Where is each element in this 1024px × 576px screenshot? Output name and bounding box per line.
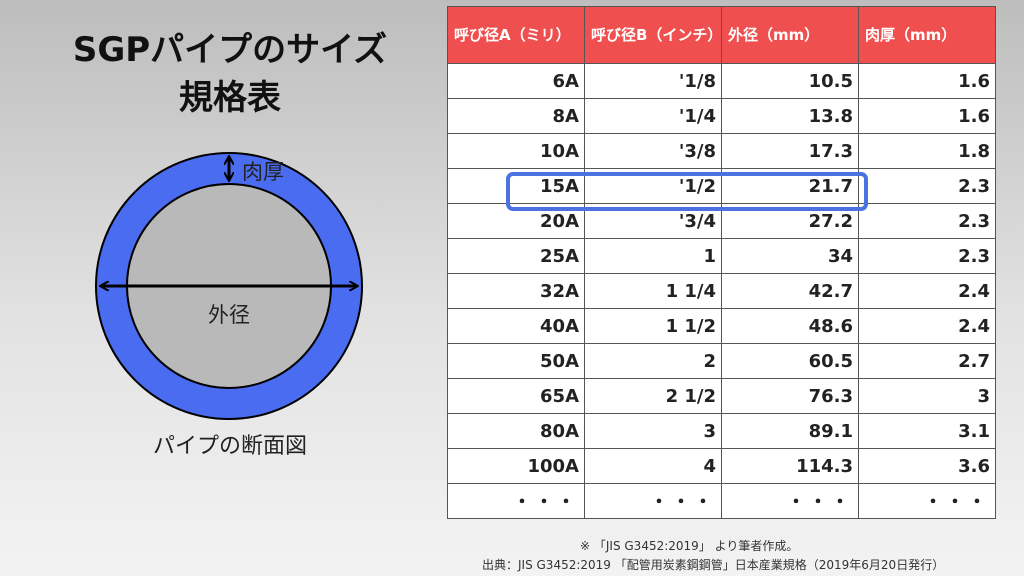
table-row: 65A 2 1/2 76.3 3 [447,378,996,414]
wall-thickness-cell: 3.1 [858,413,996,449]
thickness-label: 肉厚 [242,160,284,184]
page-title: SGPパイプのサイズ 規格表 [40,26,420,122]
nominal-a-cell: 40A [447,308,585,344]
nominal-b-cell: 4 [584,448,722,484]
header-wall-thickness: 肉厚（mm） [858,6,996,64]
wall-thickness-cell: 2.3 [858,203,996,239]
table-row: 32A 1 1/4 42.7 2.4 [447,273,996,309]
outer-diameter-cell: 60.5 [721,343,859,379]
table-row: 50A 2 60.5 2.7 [447,343,996,379]
nominal-b-cell: '3/8 [584,133,722,169]
table-row: 40A 1 1/2 48.6 2.4 [447,308,996,344]
wall-thickness-cell: 2.4 [858,273,996,309]
source-citation: 出典：JIS G3452:2019 「配管用炭素鋼鋼管」日本産業規格（2019年… [482,558,945,572]
nominal-a-cell: 50A [447,343,585,379]
wall-thickness-cell: 3.6 [858,448,996,484]
sgp-size-table: 呼び径A（ミリ） 呼び径B（インチ） 外径（mm） 肉厚（mm） 6A '1/8 1… [447,6,996,519]
nominal-a-cell: 32A [447,273,585,309]
nominal-a-cell: 65A [447,378,585,414]
header-nominal-a: 呼び径A（ミリ） [447,6,585,64]
table-header-row: 呼び径A（ミリ） 呼び径B（インチ） 外径（mm） 肉厚（mm） [447,6,996,64]
nominal-b-cell: 2 1/2 [584,378,722,414]
nominal-b-cell: 2 [584,343,722,379]
table-row: 100A 4 114.3 3.6 [447,448,996,484]
wall-thickness-cell: 2.3 [858,168,996,204]
table-row: 10A '3/8 17.3 1.8 [447,133,996,169]
outer-diameter-cell: 13.8 [721,98,859,134]
wall-thickness-cell: 3 [858,378,996,414]
nominal-b-cell: 1 1/4 [584,273,722,309]
wall-thickness-cell: 1.6 [858,63,996,99]
table-row: 25A 1 34 2.3 [447,238,996,274]
wall-thickness-cell: 1.6 [858,98,996,134]
nominal-a-cell: 80A [447,413,585,449]
nominal-b-cell: 1 1/2 [584,308,722,344]
wall-thickness-cell: 2.7 [858,343,996,379]
wall-thickness-cell: 2.4 [858,308,996,344]
table-row: 80A 3 89.1 3.1 [447,413,996,449]
outer-diameter-cell: 114.3 [721,448,859,484]
nominal-a-cell: 100A [447,448,585,484]
outer-diameter-cell: 34 [721,238,859,274]
outer-diameter-cell: 10.5 [721,63,859,99]
wall-thickness-cell: ・・・ [858,483,996,519]
pipe-cross-section-diagram: 肉厚 外径 [95,152,363,420]
nominal-b-cell: ・・・ [584,483,722,519]
wall-thickness-cell: 1.8 [858,133,996,169]
outer-diameter-cell: 89.1 [721,413,859,449]
highlight-box-15a [506,172,868,211]
header-nominal-b: 呼び径B（インチ） [584,6,722,64]
outer-diameter-cell: 76.3 [721,378,859,414]
header-outer-diameter: 外径（mm） [721,6,859,64]
diagram-caption: パイプの断面図 [152,434,307,459]
wall-thickness-cell: 2.3 [858,238,996,274]
nominal-b-cell: '1/4 [584,98,722,134]
nominal-a-cell: ・・・ [447,483,585,519]
outer-diameter-cell: 48.6 [721,308,859,344]
outer-diameter-label: 外径 [208,303,250,327]
nominal-a-cell: 10A [447,133,585,169]
outer-diameter-cell: 17.3 [721,133,859,169]
outer-diameter-cell: ・・・ [721,483,859,519]
nominal-a-cell: 25A [447,238,585,274]
title-line-2: 規格表 [179,78,281,118]
table-row: 6A '1/8 10.5 1.6 [447,63,996,99]
table-note: ※ 「JIS G3452:2019」 より筆者作成。 [580,539,799,553]
nominal-b-cell: 3 [584,413,722,449]
nominal-b-cell: 1 [584,238,722,274]
nominal-a-cell: 6A [447,63,585,99]
nominal-a-cell: 8A [447,98,585,134]
table-row: ・・・ ・・・ ・・・ ・・・ [447,483,996,519]
title-line-1: SGPパイプのサイズ [72,30,388,70]
outer-diameter-cell: 42.7 [721,273,859,309]
table-row: 8A '1/4 13.8 1.6 [447,98,996,134]
nominal-b-cell: '1/8 [584,63,722,99]
